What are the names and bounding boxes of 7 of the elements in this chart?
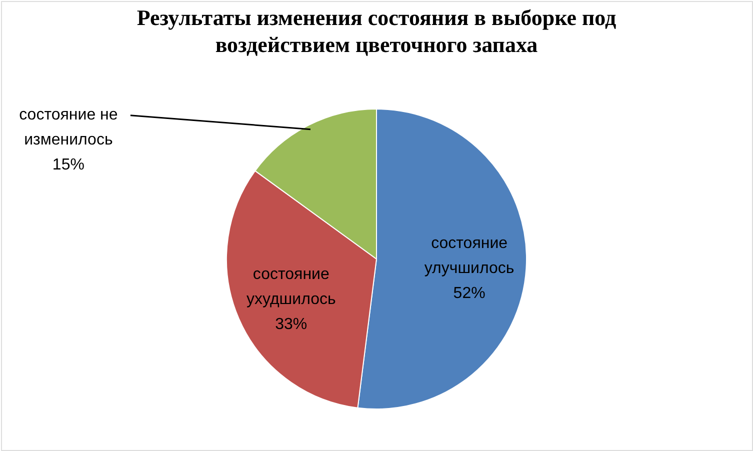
slice-label: состояние улучшилось (424, 234, 514, 277)
slice-label: состояние не изменилось (19, 106, 118, 148)
data-label: 52% (453, 284, 486, 302)
data-label: 33% (275, 316, 308, 333)
slice-label: состояние ухудшилось (246, 266, 336, 308)
chart-title: Результаты изменения состояния в выборке под воздействием цветочного запаха (136, 5, 616, 57)
data-label: 15% (52, 156, 84, 174)
